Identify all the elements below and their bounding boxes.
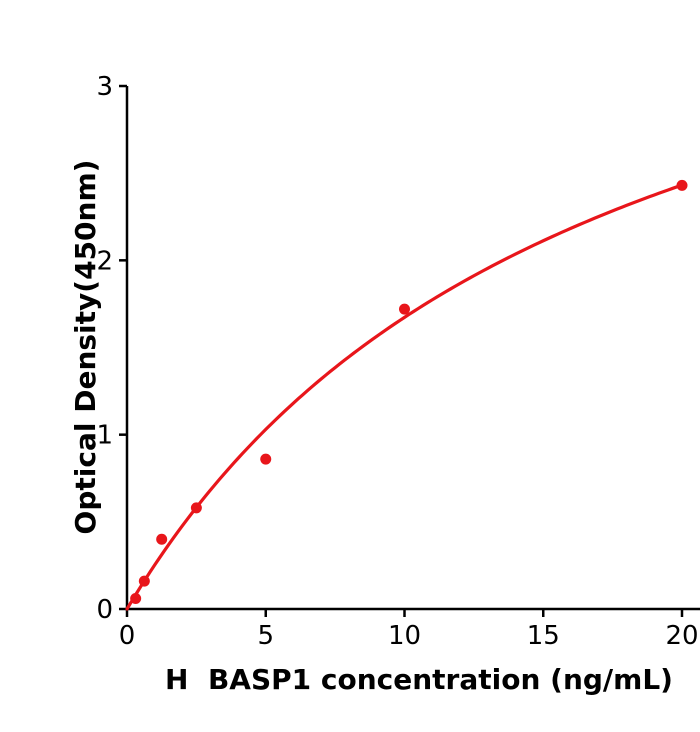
y-axis-title: Optical Density(450nm) <box>69 160 102 535</box>
data-point <box>138 575 150 587</box>
data-point <box>130 593 142 605</box>
data-point <box>156 533 168 545</box>
series-layer <box>125 179 688 611</box>
tick-layer: 0 5 10 15 20 0 1 2 3 <box>96 72 698 651</box>
data-point <box>260 453 272 465</box>
fit-curve <box>125 183 684 611</box>
y-tick-label: 3 <box>96 72 113 102</box>
x-tick-label: 20 <box>665 621 698 651</box>
data-point <box>676 179 688 191</box>
y-tick-label: 2 <box>96 246 113 276</box>
x-tick-label: 15 <box>527 621 560 651</box>
elisa-standard-curve-figure: 0 5 10 15 20 0 1 2 3 H BASP1 concentration (ng/m… <box>40 16 700 716</box>
x-tick-label: 5 <box>257 621 274 651</box>
x-tick-label: 10 <box>388 621 421 651</box>
y-tick-label: 0 <box>96 595 113 625</box>
y-tick-label: 1 <box>96 421 113 451</box>
data-point <box>190 502 202 514</box>
data-point <box>399 303 410 315</box>
chart-svg: 0 5 10 15 20 0 1 2 3 H BASP1 concentration (ng/m… <box>69 72 700 696</box>
axes-layer <box>125 86 700 611</box>
x-axis-title: H BASP1 concentration (ng/mL) <box>165 663 673 696</box>
x-tick-label: 0 <box>119 621 136 651</box>
